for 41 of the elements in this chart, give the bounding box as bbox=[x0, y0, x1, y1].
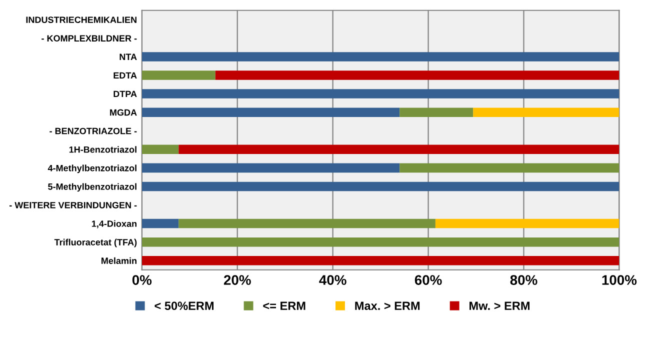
bar bbox=[142, 237, 620, 247]
y-tick-label: EDTA bbox=[114, 72, 137, 79]
bar bbox=[142, 256, 620, 266]
x-tick-label: 60% bbox=[414, 275, 442, 285]
bar bbox=[142, 89, 620, 98]
y-tick-label: Melamin bbox=[102, 257, 136, 264]
legend-label: <= ERM bbox=[263, 302, 306, 310]
y-tick-label: INDUSTRIECHEMIKALIEN bbox=[26, 16, 136, 24]
y-tick-label: 1,4-Dioxan bbox=[92, 220, 136, 228]
y-tick-label: 4-Methylbenzotriazol bbox=[48, 164, 136, 174]
legend-label: < 50%ERM bbox=[154, 302, 214, 310]
bar bbox=[435, 218, 620, 228]
bar bbox=[178, 218, 436, 228]
bar bbox=[215, 70, 620, 80]
x-tick-label: 20% bbox=[224, 275, 251, 285]
y-tick-label: - BENZOTRIAZOLE - bbox=[50, 128, 137, 134]
y-tick-label: - KOMPLEXBILDNER - bbox=[42, 35, 137, 42]
bar bbox=[142, 182, 620, 192]
bar bbox=[400, 163, 620, 173]
y-tick-label: MGDA bbox=[110, 109, 137, 116]
x-tick-label: 40% bbox=[319, 275, 346, 285]
bar bbox=[178, 144, 620, 154]
bar bbox=[142, 144, 179, 154]
x-tick-label: 0% bbox=[132, 275, 152, 285]
bar bbox=[142, 218, 179, 228]
bar bbox=[142, 163, 400, 173]
bar bbox=[142, 108, 400, 117]
legend-label: Mw. > ERM bbox=[470, 302, 530, 310]
bar bbox=[400, 108, 474, 117]
bar bbox=[142, 52, 620, 62]
x-tick-label: 80% bbox=[510, 275, 538, 285]
y-tick-label: Trifluoracetat (TFA) bbox=[54, 238, 137, 248]
x-tick-label: 100% bbox=[602, 275, 637, 285]
y-tick-label: NTA bbox=[120, 54, 137, 60]
y-tick-label: DTPA bbox=[114, 90, 137, 98]
legend-label: Max. > ERM bbox=[355, 302, 420, 310]
y-tick-label: - WEITERE VERBINDUNGEN - bbox=[9, 202, 137, 208]
bar bbox=[142, 70, 216, 80]
y-tick-label: 5-Methylbenzotriazol bbox=[48, 183, 136, 192]
y-tick-label: 1H-Benzotriazol bbox=[69, 146, 136, 153]
bar bbox=[473, 108, 620, 117]
